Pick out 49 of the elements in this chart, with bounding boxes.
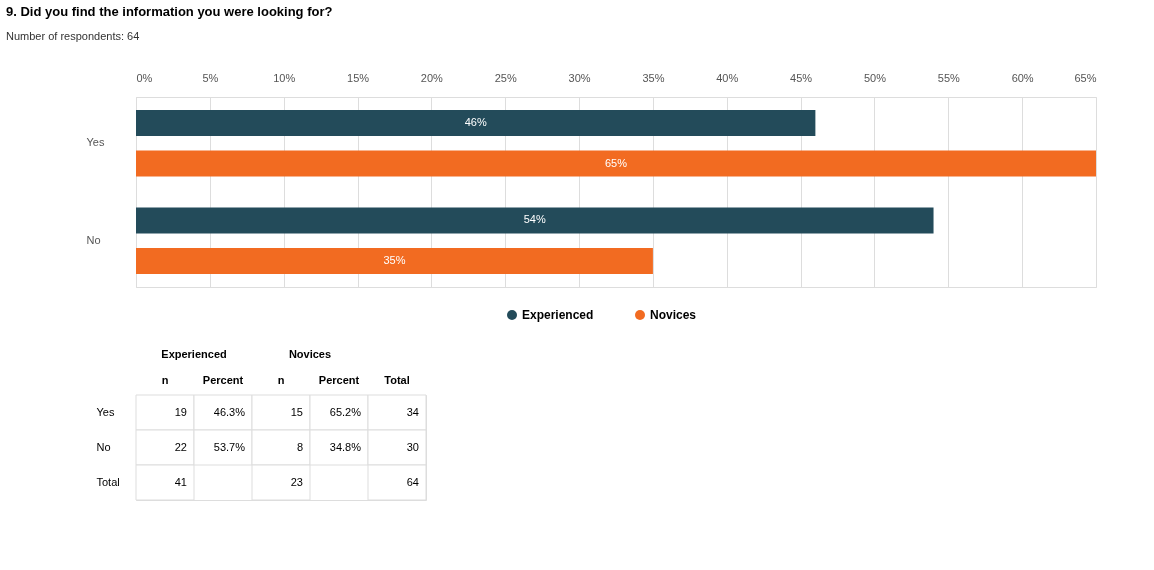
text: Experienced: [161, 348, 227, 360]
data-label: 46%: [464, 115, 487, 128]
chart-subtitle: Number of respondents: 64: [6, 30, 140, 42]
text: 64: [406, 475, 419, 488]
x-tick-label: 65%: [1074, 71, 1097, 84]
category-label: Total: [96, 475, 120, 488]
text: Novices: [288, 348, 332, 360]
text: 30: [406, 440, 419, 453]
bar: [136, 109, 816, 136]
text: 41: [174, 475, 187, 488]
category-label: Percent: [318, 373, 360, 386]
x-tick-label: 50%: [863, 71, 887, 84]
text: 15: [290, 405, 303, 418]
text: 8: [296, 440, 303, 453]
data-label: 35%: [383, 254, 406, 267]
category-label: Percent: [202, 373, 244, 386]
category-label: Total: [384, 373, 410, 386]
text: 34.8%: [329, 440, 361, 453]
x-tick-label: 40%: [716, 71, 739, 84]
x-tick-label: 10%: [273, 71, 296, 84]
x-tick-label: 55%: [937, 71, 961, 84]
text: 46.3%: [213, 405, 245, 418]
x-tick-label: 20%: [420, 71, 444, 84]
x-tick-label: 60%: [1011, 71, 1034, 84]
category-label: Yes: [96, 405, 115, 418]
text: 53.7%: [213, 440, 245, 453]
chart-title: 9. Did you find the information you were looking for?: [6, 4, 333, 19]
legend-label: Experienced: [522, 308, 594, 322]
bar: [136, 207, 934, 234]
text: 34: [406, 405, 419, 418]
bar: [136, 150, 1096, 177]
text: 22: [174, 440, 187, 453]
text: 19: [174, 405, 187, 418]
x-tick-label: 5%: [202, 71, 219, 84]
data-label: 65%: [604, 156, 628, 169]
x-tick-label: 25%: [494, 71, 517, 84]
x-tick-label: 45%: [790, 71, 813, 84]
text: 65.2%: [329, 405, 361, 418]
category-label: n: [161, 373, 169, 386]
legend-label: Novices: [650, 308, 697, 322]
x-tick-label: 35%: [642, 71, 665, 84]
x-tick-label: 0%: [136, 71, 153, 84]
data-label: 54%: [523, 213, 546, 226]
bar: [136, 248, 653, 275]
text: 23: [290, 475, 303, 488]
x-tick-label: 30%: [568, 71, 591, 84]
category-label: n: [277, 373, 285, 386]
x-tick-label: 15%: [347, 71, 370, 84]
category-label: No: [96, 440, 111, 453]
